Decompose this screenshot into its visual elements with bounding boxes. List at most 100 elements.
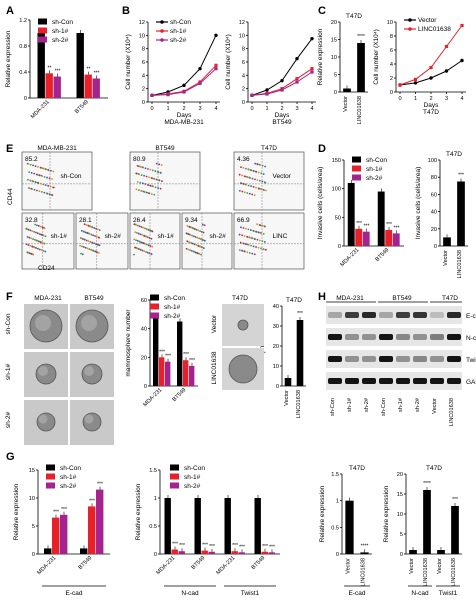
flow-event-dot [27, 163, 30, 165]
flow-sample-label: sh-2# [210, 233, 227, 240]
chart-b2-xtick-label: 3 [295, 106, 298, 112]
chart-g2-bar [171, 549, 178, 554]
flow-event-dot [238, 189, 241, 192]
chart-d1-xtick-label: MDA-231 [339, 247, 360, 268]
chart-c2-point [413, 81, 418, 85]
flow-event-dot [258, 187, 260, 190]
blot-band [379, 356, 393, 362]
chart-g4-bar [437, 550, 445, 554]
chart-c2-point [413, 77, 418, 81]
chart-g4-group-label: Twist1 [439, 590, 458, 597]
flow-event-dot [28, 236, 31, 239]
chart-g2-sig: *** [262, 544, 268, 550]
legend-f-entry: sh-2# [164, 313, 181, 320]
chart-g2-bar [224, 498, 231, 554]
chart-b2-xtick-label: 2 [280, 106, 283, 112]
flow-event-dot [146, 251, 149, 254]
chart-b2-ylabel: Cell number (X10⁴) [225, 34, 232, 90]
flow-event-dot [242, 183, 245, 185]
legend-c-marker [408, 27, 412, 31]
flow-event-dot [252, 245, 255, 248]
chart-c1-bar [357, 43, 365, 92]
flow-event-dot [242, 227, 245, 229]
flow-event-dot [133, 253, 135, 256]
flow-event-dot [34, 181, 37, 184]
chart-g1-ytick-label: 5 [32, 524, 35, 530]
chart-f1-ylabel: mammosphere number [125, 309, 132, 377]
flow-event-dot [137, 248, 140, 251]
flow-event-dot [191, 234, 193, 237]
blot-band-label: E-cad [466, 313, 476, 320]
flow-event-dot [95, 235, 98, 238]
flow-event-dot [145, 235, 148, 238]
flow-percentage: 9.34 [185, 217, 198, 224]
chart-g4-xtick-label: Vector [409, 558, 415, 574]
flow-event-dot [39, 241, 42, 244]
flow-event-dot [148, 252, 151, 255]
legend-g1-entry: sh-1# [60, 474, 77, 481]
chart-g2-bar [194, 498, 201, 554]
flow-event-dot [32, 180, 35, 183]
blot-band [379, 378, 393, 384]
chart-g2-sig: *** [269, 544, 275, 550]
blot-membrane [326, 306, 462, 324]
chart-b2-xlabel: Days [275, 112, 291, 119]
chart-c2-ytick-label: 4 [390, 62, 393, 68]
flow-event-dot [28, 187, 31, 190]
chart-f2-ytick-label: 10 [273, 364, 279, 370]
chart-g1-bar [88, 506, 96, 554]
flow-event-dot [32, 253, 35, 256]
flow-percentage: 80.9 [133, 156, 146, 163]
chart-b1-point [166, 93, 170, 97]
flow-event-dot [38, 174, 41, 177]
flow-event-dot [32, 164, 34, 167]
flow-event-dot [84, 246, 87, 249]
flow-plot-frame [129, 151, 201, 211]
legend-c-marker [408, 18, 412, 22]
flow-column-title: BT549 [155, 145, 175, 152]
chart-g3-bar [360, 552, 369, 554]
flow-axis-y: CD44 [7, 188, 14, 205]
flow-event-dot [41, 175, 44, 178]
flow-event-dot [160, 164, 163, 166]
flow-event-dot [144, 243, 147, 245]
flow-event-dot [137, 189, 140, 192]
flow-event-dot [139, 181, 142, 184]
chart-f2-ytick-label: 20 [273, 344, 279, 350]
flow-event-dot [134, 231, 137, 234]
chart-b1-xtick-label: 2 [182, 106, 185, 112]
flow-event-dot [138, 225, 141, 228]
flow-event-dot [32, 238, 34, 240]
flow-event-dot [147, 236, 149, 239]
flow-event-dot [42, 249, 45, 252]
flow-event-dot [138, 173, 141, 176]
chart-g3-ytick-label: 0.5 [331, 525, 339, 531]
chart-b1-ytick-label: 4 [142, 73, 145, 79]
chart-g2-bar [208, 551, 215, 554]
flow-event-dot [145, 191, 148, 194]
flow-event-dot [148, 176, 150, 179]
flow-event-dot [245, 227, 247, 230]
chart-a-ylabel: Relative expression [5, 30, 12, 87]
chart-g2-xtick-label: BT549 [191, 555, 207, 571]
legend-g2-swatch [170, 482, 179, 489]
flow-event-dot [249, 236, 251, 239]
flow-event-dot [238, 233, 241, 236]
blot-band [328, 312, 342, 318]
chart-c2-point [398, 83, 402, 87]
chart-b2-point [295, 56, 299, 61]
chart-g2-xtick-label: MDA-231 [215, 555, 236, 576]
flow-event-dot [198, 253, 201, 255]
chart-d2-xtick-label: LINC01638 [457, 250, 463, 278]
flow-event-dot [79, 244, 82, 247]
flow-event-dot [247, 228, 250, 231]
chart-g1-xtick-label: BT549 [78, 555, 94, 571]
chart-a-xtick-label: BT549 [74, 99, 90, 115]
flow-axis-x: CD24 [38, 265, 55, 272]
sphere-row-label: sh-Con [5, 313, 12, 334]
flow-event-dot [145, 175, 148, 178]
flow-event-dot [40, 191, 43, 193]
chart-c2-axes: 0 2 4 6 8 10 Cell number (X10⁴) [373, 20, 466, 96]
mammosphere-highlight [38, 414, 48, 424]
flow-event-dot [44, 235, 47, 238]
